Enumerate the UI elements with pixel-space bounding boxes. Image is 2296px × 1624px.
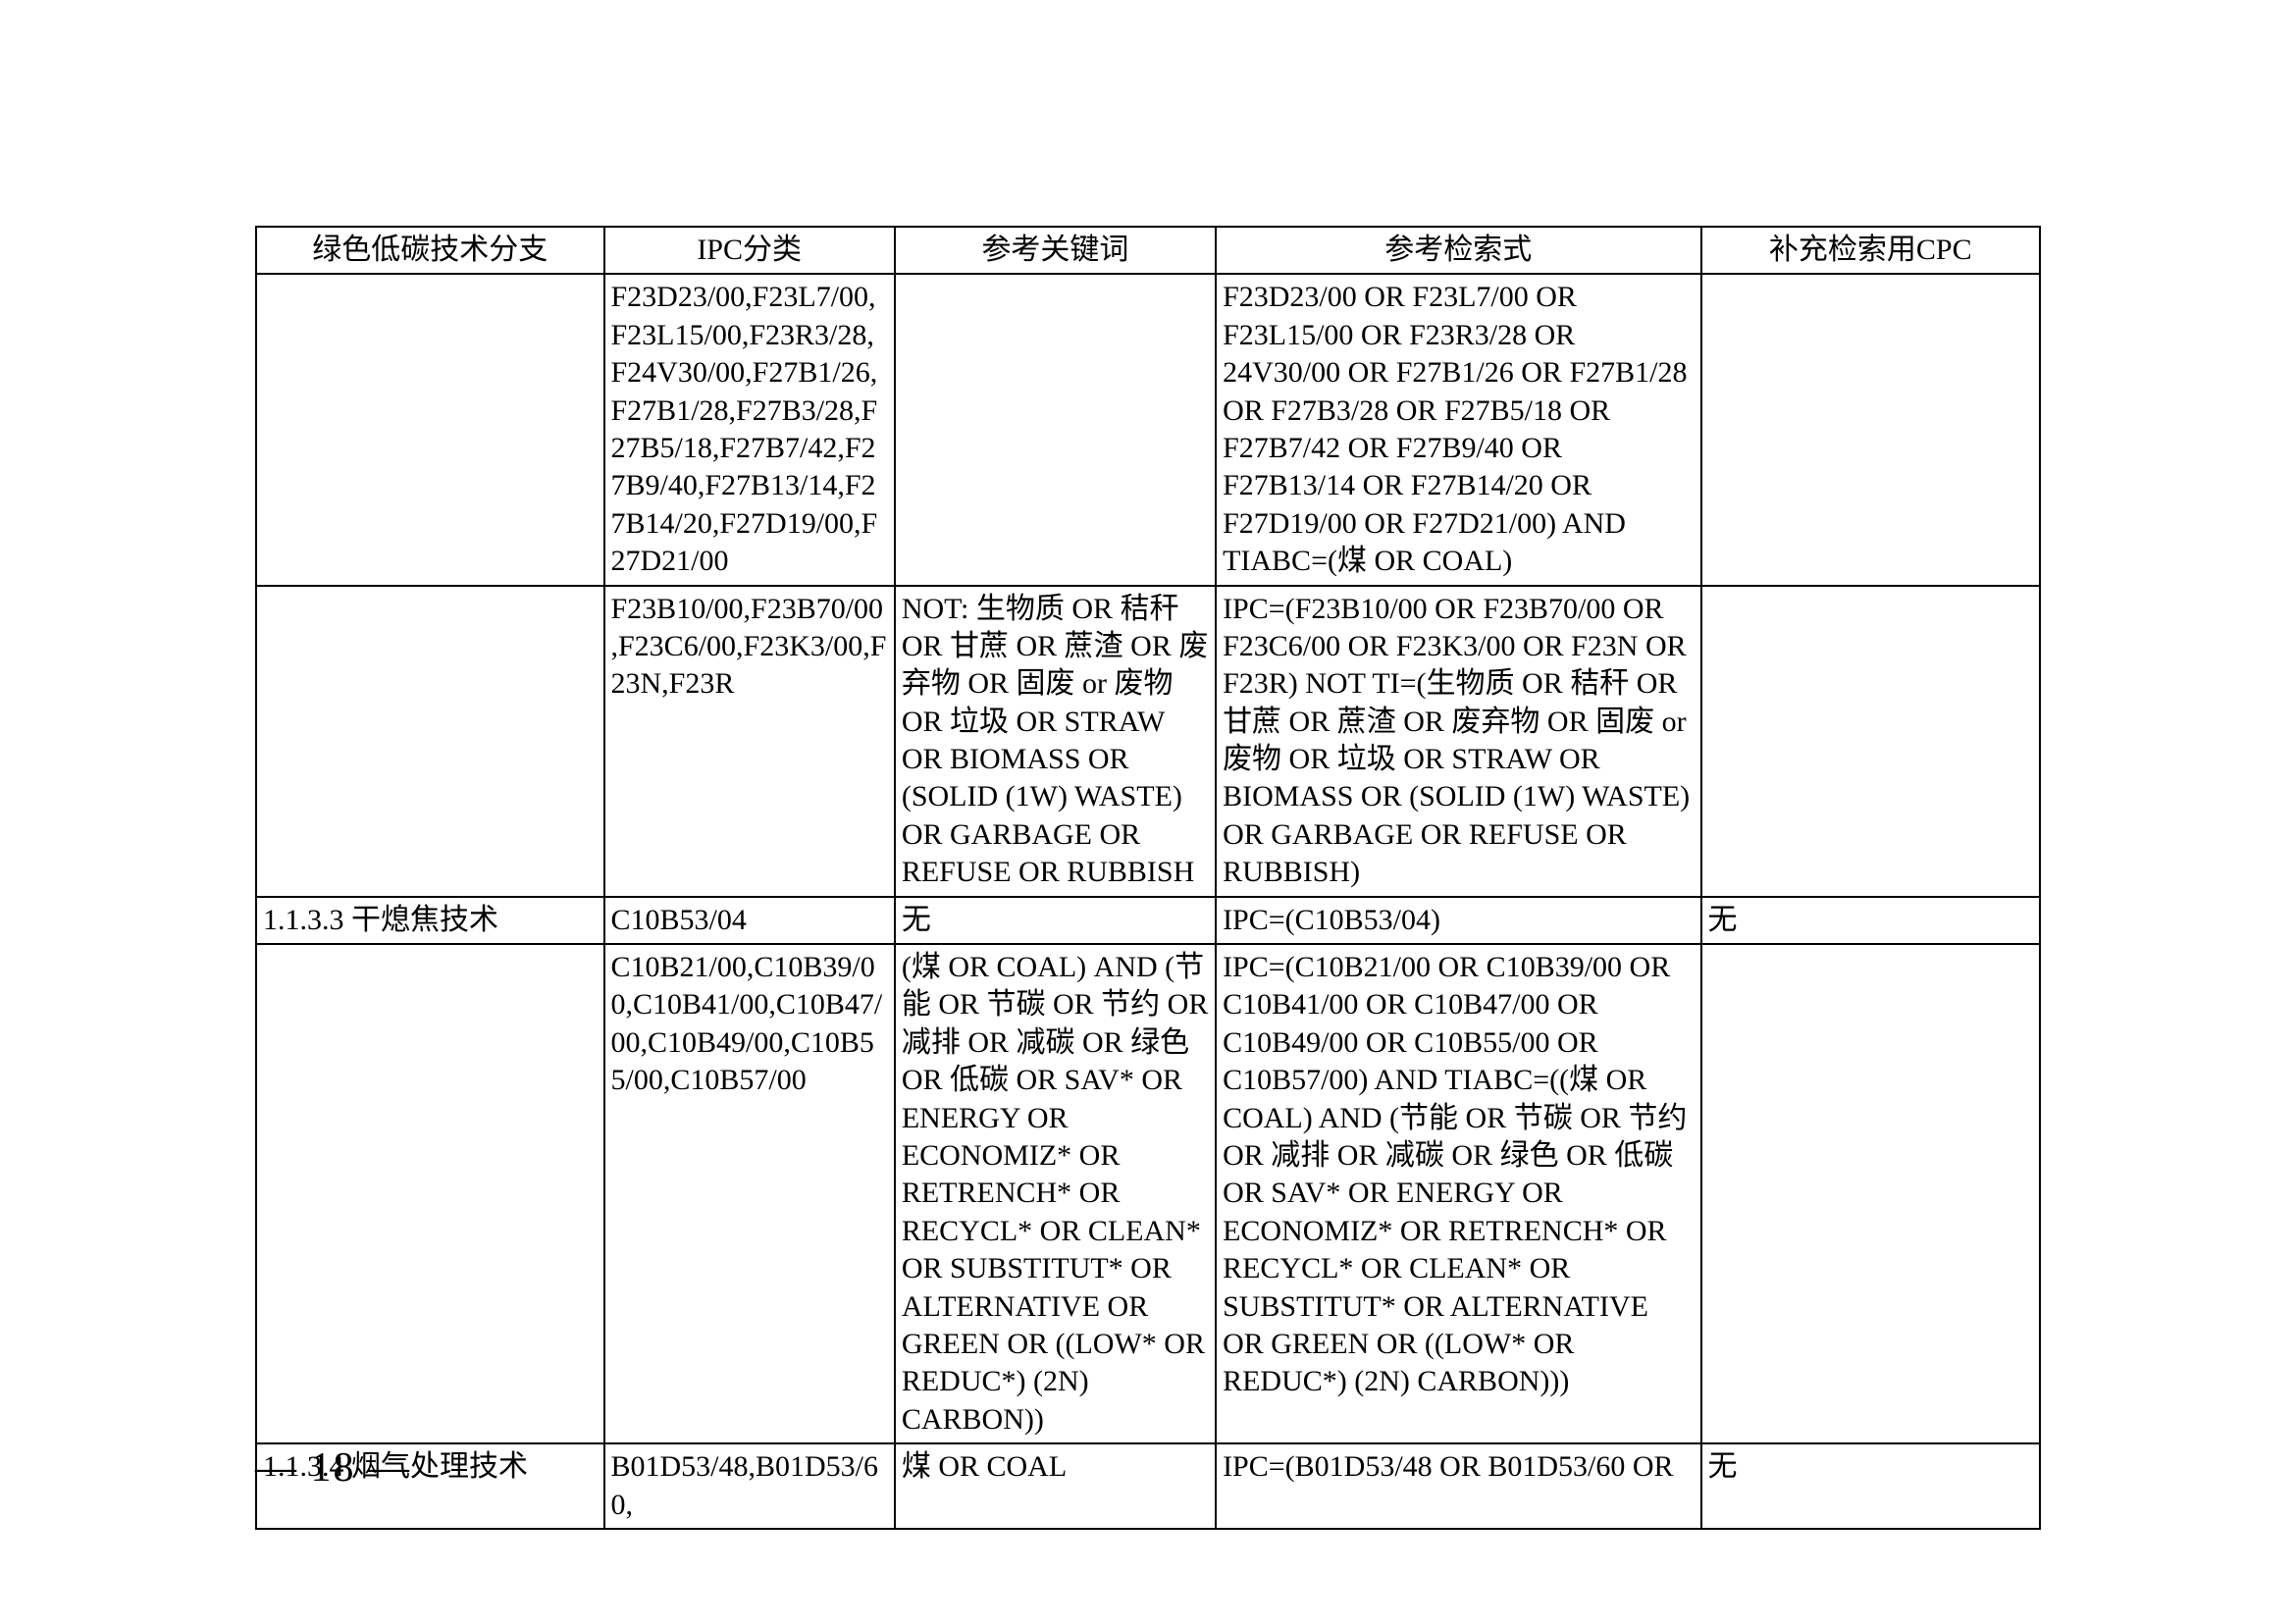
page-number: — 18 —	[255, 1444, 411, 1492]
cell-search: IPC=(C10B21/00 OR C10B39/00 OR C10B41/00…	[1216, 944, 1700, 1443]
cell-search: IPC=(F23B10/00 OR F23B70/00 OR F23C6/00 …	[1216, 586, 1700, 897]
table-row: F23D23/00,F23L7/00,F23L15/00,F23R3/28,F2…	[256, 274, 2040, 585]
cell-ipc: C10B53/04	[604, 897, 895, 944]
table-row: C10B21/00,C10B39/00,C10B41/00,C10B47/00,…	[256, 944, 2040, 1443]
cell-keyword	[895, 274, 1216, 585]
cell-branch	[256, 274, 604, 585]
cell-keyword: 煤 OR COAL	[895, 1443, 1216, 1529]
header-branch: 绿色低碳技术分支	[256, 227, 604, 274]
table-row: 1.1.3.4 烟气处理技术 B01D53/48,B01D53/60, 煤 OR…	[256, 1443, 2040, 1529]
table-header-row: 绿色低碳技术分支 IPC分类 参考关键词 参考检索式 补充检索用CPC	[256, 227, 2040, 274]
cell-ipc: B01D53/48,B01D53/60,	[604, 1443, 895, 1529]
cell-cpc	[1701, 586, 2040, 897]
cell-keyword: NOT: 生物质 OR 秸秆 OR 甘蔗 OR 蔗渣 OR 废弃物 OR 固废 …	[895, 586, 1216, 897]
cell-branch	[256, 586, 604, 897]
cell-branch: 1.1.3.3 干熄焦技术	[256, 897, 604, 944]
cell-search: IPC=(C10B53/04)	[1216, 897, 1700, 944]
cell-cpc: 无	[1701, 897, 2040, 944]
table-row: F23B10/00,F23B70/00,F23C6/00,F23K3/00,F2…	[256, 586, 2040, 897]
cell-ipc: C10B21/00,C10B39/00,C10B41/00,C10B47/00,…	[604, 944, 895, 1443]
cell-cpc: 无	[1701, 1443, 2040, 1529]
header-keyword: 参考关键词	[895, 227, 1216, 274]
header-search: 参考检索式	[1216, 227, 1700, 274]
cell-branch	[256, 944, 604, 1443]
header-ipc: IPC分类	[604, 227, 895, 274]
cell-search: F23D23/00 OR F23L7/00 OR F23L15/00 OR F2…	[1216, 274, 1700, 585]
cell-ipc: F23B10/00,F23B70/00,F23C6/00,F23K3/00,F2…	[604, 586, 895, 897]
table-row: 1.1.3.3 干熄焦技术 C10B53/04 无 IPC=(C10B53/04…	[256, 897, 2040, 944]
cell-cpc	[1701, 274, 2040, 585]
cell-cpc	[1701, 944, 2040, 1443]
document-page: 绿色低碳技术分支 IPC分类 参考关键词 参考检索式 补充检索用CPC F23D…	[0, 0, 2296, 1624]
cell-search: IPC=(B01D53/48 OR B01D53/60 OR	[1216, 1443, 1700, 1529]
classification-table: 绿色低碳技术分支 IPC分类 参考关键词 参考检索式 补充检索用CPC F23D…	[255, 226, 2041, 1530]
cell-keyword: (煤 OR COAL) AND (节能 OR 节碳 OR 节约 OR 减排 OR…	[895, 944, 1216, 1443]
cell-ipc: F23D23/00,F23L7/00,F23L15/00,F23R3/28,F2…	[604, 274, 895, 585]
cell-keyword: 无	[895, 897, 1216, 944]
header-cpc: 补充检索用CPC	[1701, 227, 2040, 274]
